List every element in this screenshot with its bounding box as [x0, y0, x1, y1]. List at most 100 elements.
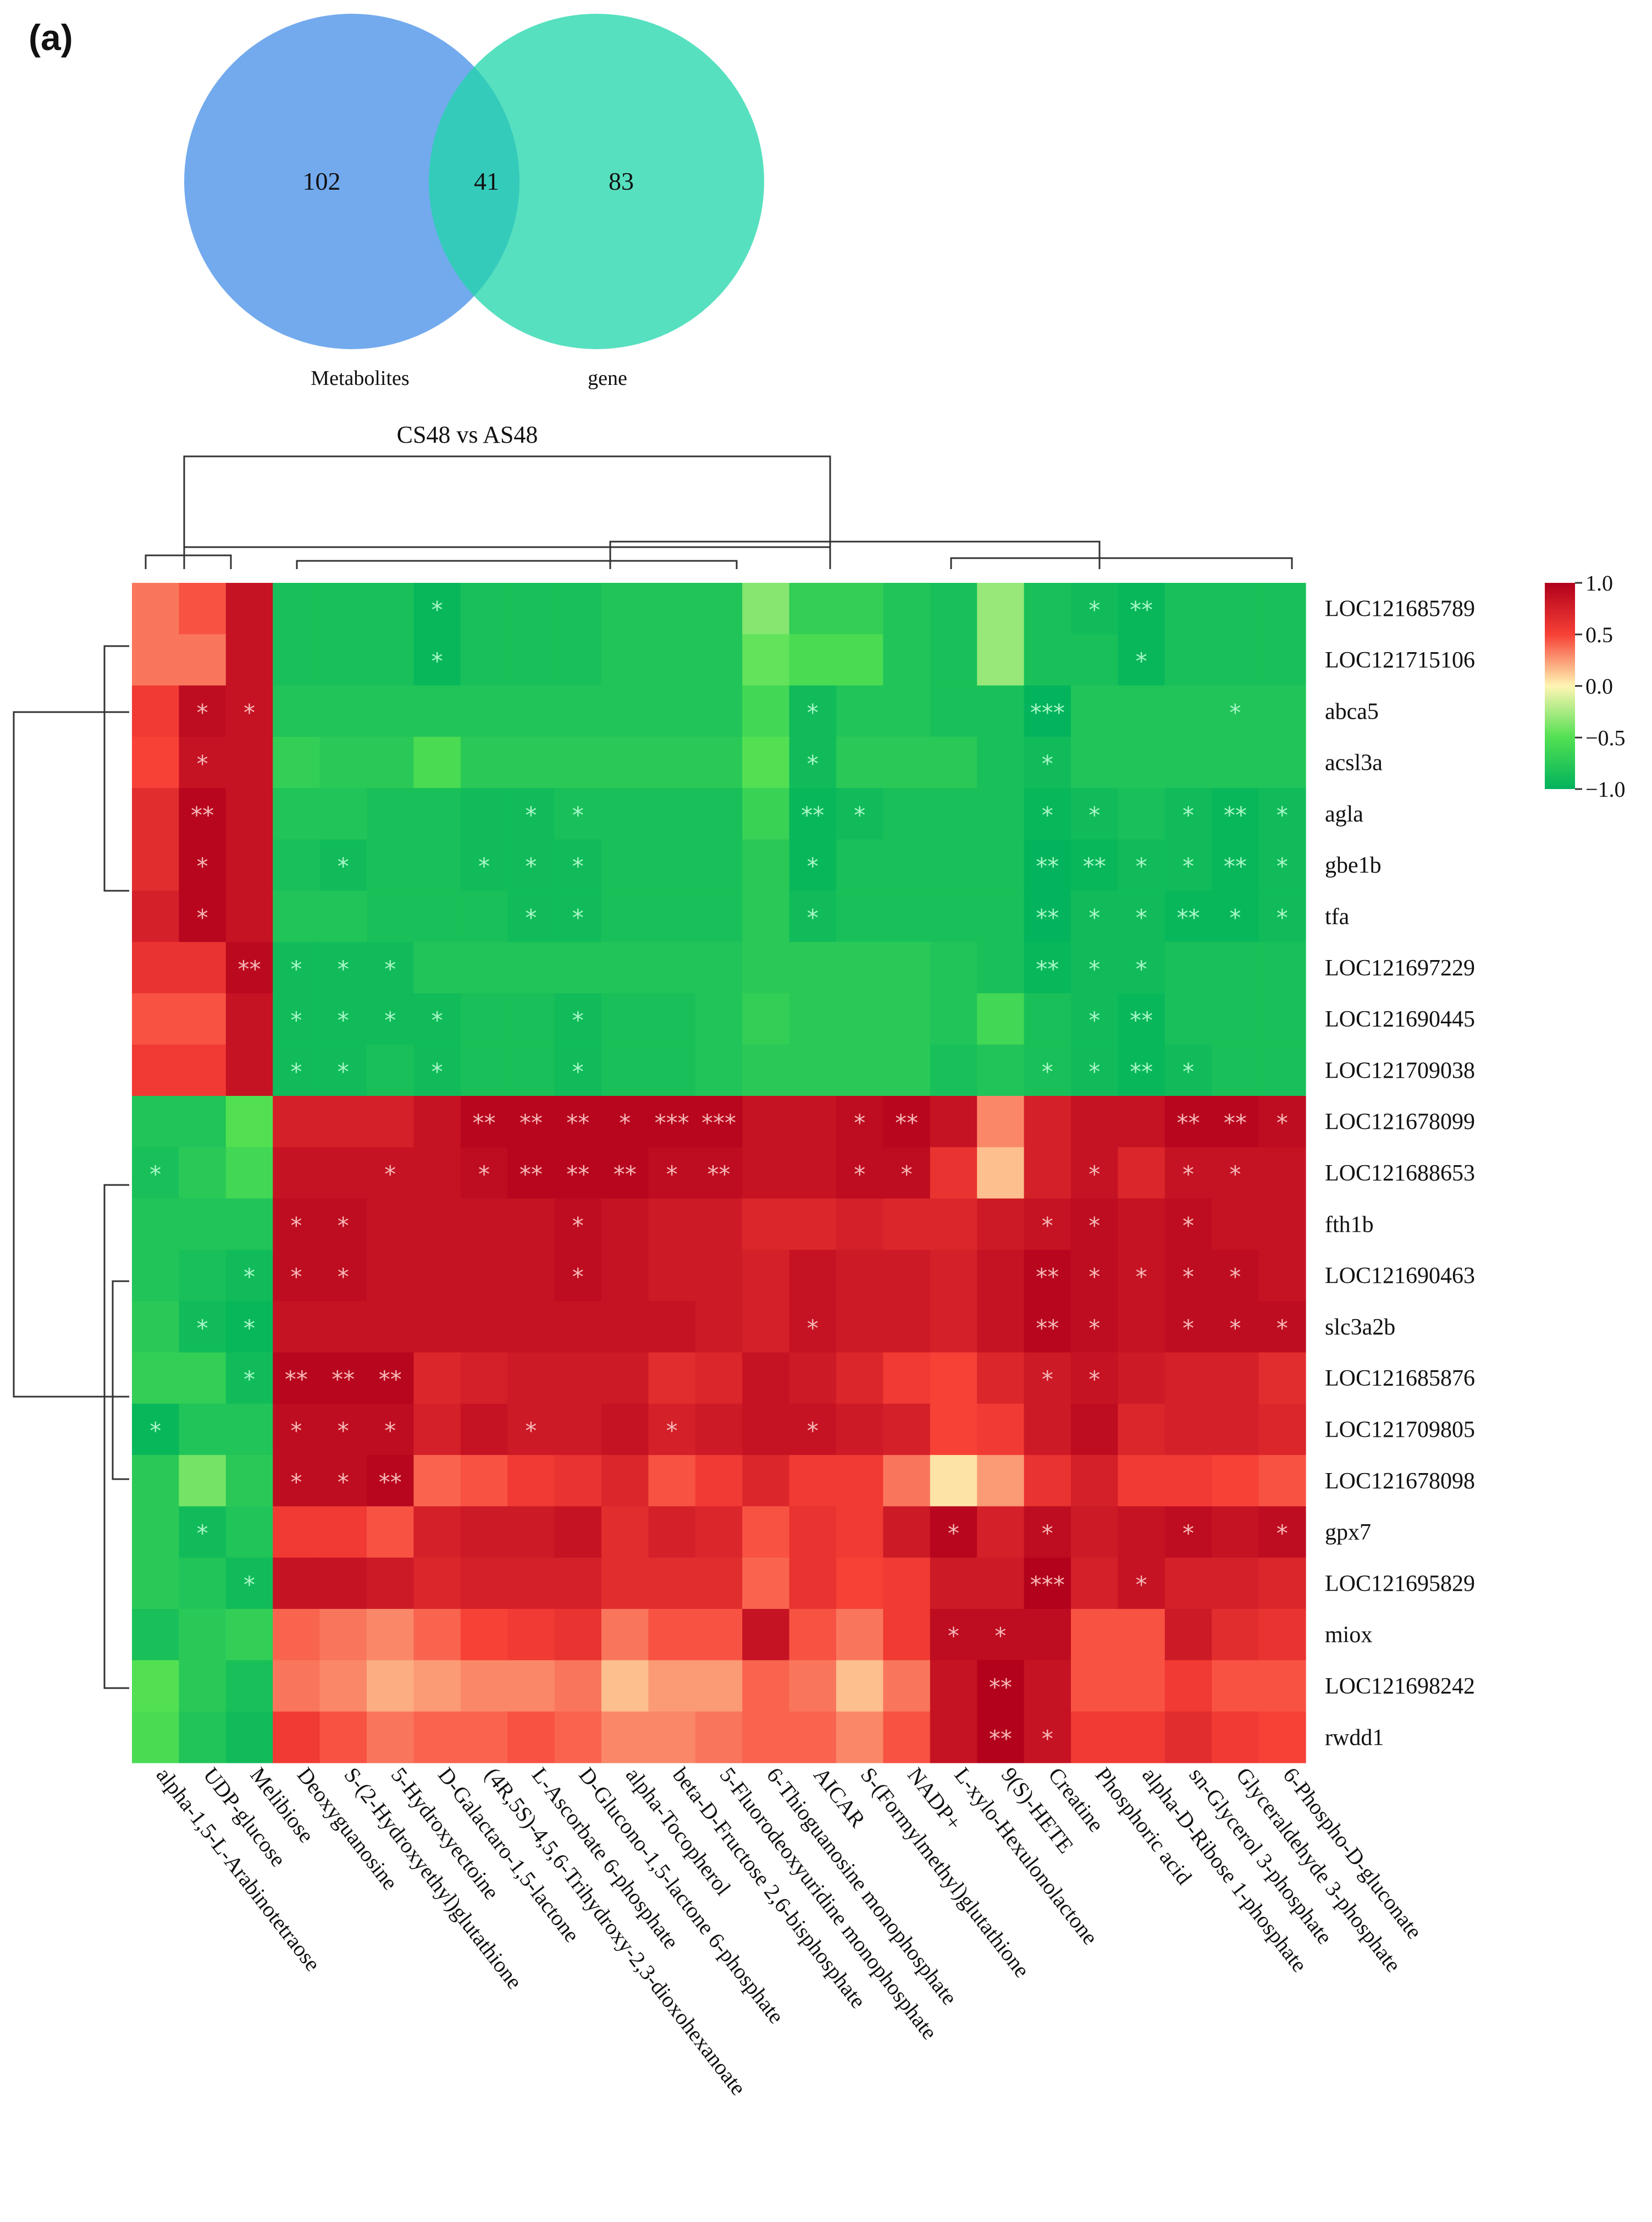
heatmap-cell: [883, 1660, 931, 1712]
significance-mark: **: [1036, 956, 1059, 983]
heatmap-cell: [977, 685, 1025, 737]
heatmap-cell: [601, 993, 649, 1045]
significance-mark: *: [197, 1315, 208, 1342]
significance-mark: *: [572, 1007, 584, 1034]
heatmap-cell: [1212, 942, 1259, 994]
colorbar-tick-label: −1.0: [1585, 777, 1626, 802]
heatmap-cell: [836, 890, 883, 942]
heatmap-cell: [1024, 1198, 1071, 1250]
significance-mark: *: [290, 1212, 302, 1239]
significance-mark: *: [525, 1418, 537, 1444]
heatmap-cell: [225, 1249, 273, 1302]
colorbar-tick-label: 1.0: [1585, 571, 1613, 596]
heatmap-cell: [225, 685, 273, 737]
heatmap-cell: [789, 1301, 837, 1353]
heatmap-cell: [367, 942, 414, 994]
heatmap-cell: [883, 1301, 931, 1353]
venn-circle-metabolites: [184, 14, 520, 349]
significance-mark: *: [290, 1007, 302, 1034]
heatmap-cell: [413, 1403, 461, 1455]
significance-mark: **: [1036, 1315, 1059, 1342]
heatmap-cell: [367, 1609, 414, 1661]
heatmap-cell: [179, 1403, 226, 1455]
significance-mark: *: [994, 1623, 1006, 1650]
heatmap-cell: [648, 993, 696, 1045]
heatmap-cell: [132, 1352, 179, 1404]
heatmap-cell: [601, 1096, 649, 1148]
significance-mark: **: [801, 802, 824, 829]
heatmap-cell: [460, 634, 508, 686]
heatmap-cell: [930, 1301, 977, 1353]
heatmap-cell: [273, 1403, 321, 1455]
heatmap-cell: [836, 634, 883, 686]
heatmap-cell: [273, 685, 321, 737]
heatmap-cell: [413, 1096, 461, 1148]
significance-mark: **: [566, 1110, 589, 1137]
heatmap-cell: [554, 1455, 602, 1507]
heatmap-cell: [930, 993, 977, 1045]
significance-mark: *: [1042, 1520, 1053, 1547]
heatmap-cell: [132, 1660, 179, 1712]
row-label: fth1b: [1325, 1212, 1374, 1237]
heatmap-cell: [1024, 1249, 1071, 1302]
heatmap-cell: [273, 1096, 321, 1148]
heatmap-cell: [1024, 685, 1071, 737]
heatmap-cell: [977, 942, 1025, 994]
heatmap-cell: [273, 634, 321, 686]
significance-mark: *: [197, 699, 208, 726]
significance-mark: *: [384, 956, 396, 983]
heatmap-cell: [367, 890, 414, 942]
row-label: slc3a2b: [1325, 1315, 1395, 1340]
heatmap-cell: [648, 1352, 696, 1404]
heatmap-cell: [225, 1455, 273, 1507]
significance-mark: *: [1089, 1366, 1100, 1393]
heatmap-cell: [179, 736, 226, 789]
significance-mark: **: [1130, 1058, 1153, 1085]
heatmap-cell: [648, 1044, 696, 1096]
heatmap-cell: [977, 1044, 1025, 1096]
heatmap-cell: [695, 788, 743, 840]
heatmap-cell: [789, 1044, 837, 1096]
heatmap-cell: [507, 1147, 555, 1199]
heatmap-cell: [1118, 1455, 1165, 1507]
heatmap-cell: [1071, 1403, 1118, 1455]
heatmap-cell: [367, 1301, 414, 1353]
heatmap-cell: [930, 1711, 977, 1763]
heatmap-cell: [930, 839, 977, 891]
heatmap-cell: [1258, 1147, 1306, 1199]
heatmap-cell: [319, 1609, 367, 1661]
heatmap-cell: [1212, 788, 1259, 840]
heatmap-cell: [132, 1096, 179, 1148]
heatmap-cell: [413, 788, 461, 840]
heatmap-cell: [930, 583, 977, 635]
heatmap-cell: [1258, 1557, 1306, 1609]
heatmap-cell: [413, 1455, 461, 1507]
significance-mark: **: [989, 1725, 1012, 1752]
heatmap-cell: [273, 1609, 321, 1661]
heatmap-cell: [648, 788, 696, 840]
heatmap-cell: [507, 736, 555, 789]
significance-mark: *: [384, 1007, 396, 1034]
heatmap-cell: [789, 1352, 837, 1404]
heatmap-cell: [319, 634, 367, 686]
heatmap-cell: [132, 993, 179, 1045]
significance-mark: *: [572, 1264, 584, 1291]
significance-mark: *: [290, 1469, 302, 1496]
significance-mark: *: [1277, 1315, 1288, 1342]
heatmap-cell: [1258, 736, 1306, 789]
heatmap-cell: [413, 583, 461, 635]
significance-mark: **: [1036, 1264, 1059, 1291]
heatmap-cell: [1024, 1096, 1071, 1148]
heatmap-cell: [1212, 1455, 1259, 1507]
heatmap-cell: [883, 736, 931, 789]
heatmap-cell: [507, 1609, 555, 1661]
significance-mark: *: [1042, 802, 1053, 829]
heatmap-cell: [601, 583, 649, 635]
heatmap-cell: [367, 1044, 414, 1096]
heatmap-cell: [1164, 1506, 1212, 1558]
heatmap-cell: [1212, 1609, 1259, 1661]
heatmap-cell: [1024, 942, 1071, 994]
venn-left-count: 102: [303, 167, 341, 195]
heatmap-cell: [883, 583, 931, 635]
significance-mark: *: [854, 1161, 865, 1188]
